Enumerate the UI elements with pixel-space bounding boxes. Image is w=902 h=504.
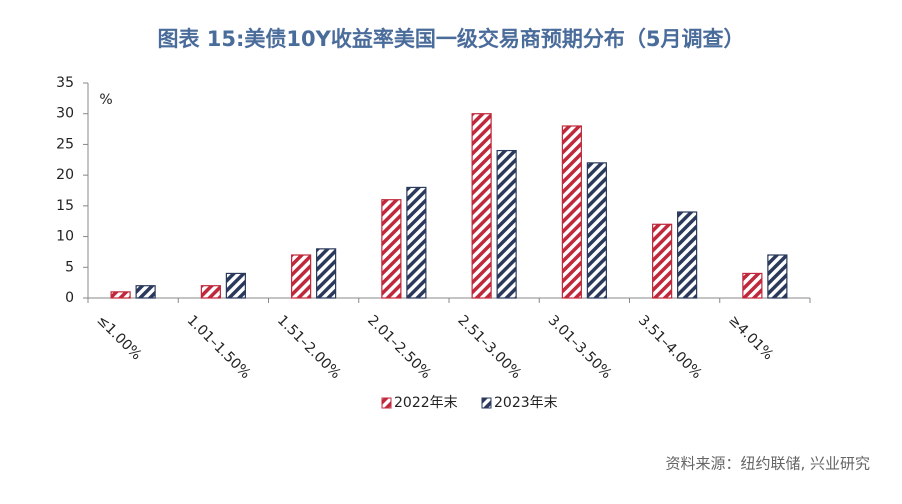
x-tick-label: 1.01–1.50% [184, 312, 254, 382]
bar [471, 113, 492, 299]
x-tick-label: 2.51–3.00% [454, 312, 524, 382]
source-note: 资料来源：纽约联储, 兴业研究 [665, 455, 870, 473]
bar [496, 149, 517, 299]
x-tick-label: ≥4.01% [725, 312, 776, 363]
y-axis-label: % [99, 92, 112, 108]
bar [561, 125, 582, 299]
bar [316, 248, 337, 299]
x-tick-label: ≤1.00% [93, 312, 144, 363]
legend-label: 2022年末 [394, 395, 458, 411]
bar [225, 272, 246, 299]
y-tick-label: 5 [65, 259, 74, 275]
x-tick-label: 1.51–2.00% [274, 312, 344, 382]
x-tick-label: 2.01–2.50% [364, 312, 434, 382]
legend-swatch [481, 397, 492, 409]
bar [110, 291, 131, 299]
y-tick-label: 25 [56, 136, 74, 152]
bar [135, 285, 156, 299]
bar [767, 254, 788, 299]
chart-title: 图表 15:美债10Y收益率美国一级交易商预期分布（5月调查） [158, 27, 745, 51]
bar [652, 223, 673, 299]
bar [291, 254, 312, 299]
x-tick-label: 3.51–4.00% [635, 312, 705, 382]
bar [586, 162, 607, 299]
x-tick-label: 3.01–3.50% [545, 312, 615, 382]
legend-swatch [381, 397, 392, 409]
bar [381, 199, 402, 299]
y-tick-label: 30 [56, 106, 74, 122]
bar [406, 186, 427, 299]
legend-label: 2023年末 [494, 395, 558, 411]
y-tick-label: 20 [56, 167, 74, 183]
y-tick-label: 10 [56, 229, 74, 245]
bar [200, 285, 221, 299]
y-tick-label: 15 [56, 198, 74, 214]
y-tick-label: 35 [56, 75, 74, 91]
bar [742, 272, 763, 299]
y-tick-label: 0 [65, 290, 74, 306]
bar [677, 211, 698, 299]
